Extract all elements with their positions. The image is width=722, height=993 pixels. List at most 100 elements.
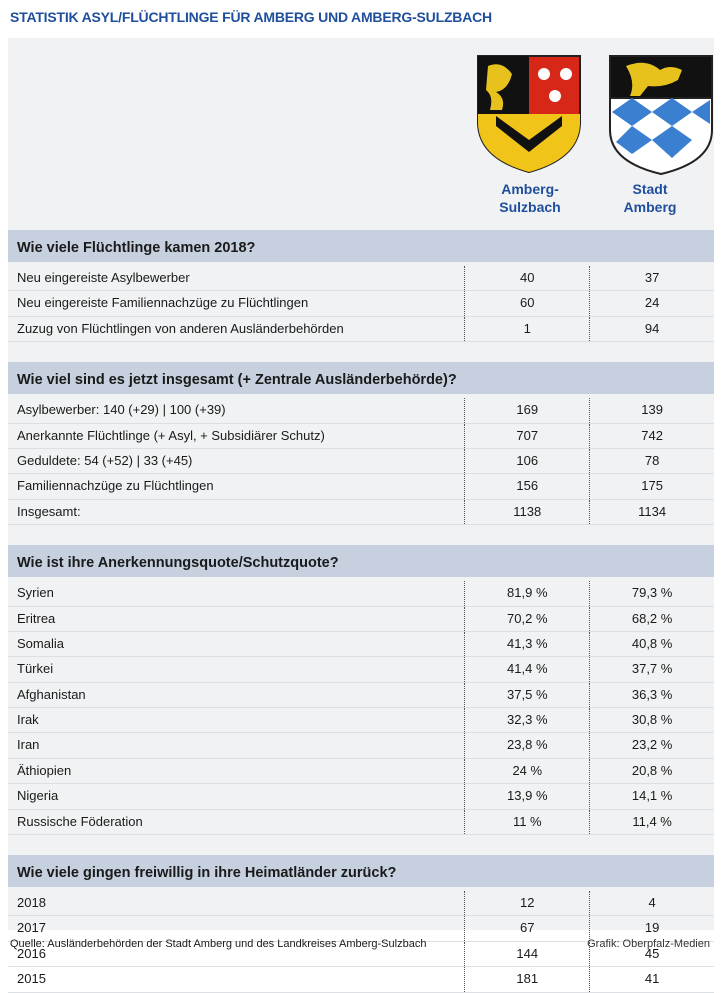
cell-value: 78 xyxy=(644,452,660,468)
cell-value: 23,2 % xyxy=(631,737,673,753)
cell-value: 37,5 % xyxy=(465,682,591,708)
table-row: Somalia 41,3 % 40,8 % xyxy=(8,631,714,658)
table-row: Russische Föderation 11 % 11,4 % xyxy=(8,809,714,836)
source: Quelle: Ausländerbehörden der Stadt Ambe… xyxy=(10,938,427,950)
row-label: Familiennachzüge zu Flüchtlingen xyxy=(8,474,466,499)
row-label: Afghanistan xyxy=(8,682,466,708)
cell-value: 94 xyxy=(644,320,660,336)
table-row: Äthiopien 24 % 20,8 % xyxy=(8,758,714,785)
row-label: Syrien xyxy=(8,581,466,606)
table-panel: Amberg-Sulzbach Stadt Amberg Wie viele F… xyxy=(8,38,714,993)
cell-value: 4 xyxy=(648,895,656,911)
cell-value: 169 xyxy=(465,398,591,423)
cell-value: 707 xyxy=(465,423,591,448)
table-row: Familiennachzüge zu Flüchtlingen 156 175 xyxy=(8,474,714,500)
table-row: Insgesamt: 1138 1134 xyxy=(8,499,714,526)
title: STATISTIK ASYL/FLÜCHTLINGE FÜR AMBERG UN… xyxy=(10,9,492,25)
table-row: Geduldete: 54 (+52) | 33 (+45) 106 78 xyxy=(8,448,714,475)
row-label: Neu eingereiste Familiennachzüge zu Flüc… xyxy=(8,291,466,316)
row-label: Nigeria xyxy=(8,784,466,809)
row-label: Türkei xyxy=(8,657,466,682)
row-label: Iran xyxy=(8,733,466,758)
cell-value: 1 xyxy=(465,316,591,342)
row-label: Irak xyxy=(8,708,466,733)
row-label: 2015 xyxy=(8,967,466,992)
cell-value: 106 xyxy=(465,448,591,474)
cell-value: 175 xyxy=(641,478,663,494)
table-row: 2018 12 4 xyxy=(8,891,714,917)
cell-value: 12 xyxy=(465,891,591,916)
cell-value: 40 xyxy=(465,266,591,291)
chevron xyxy=(496,116,562,152)
cell-value: 41,4 % xyxy=(465,657,591,682)
table-row: Syrien 81,9 % 79,3 % xyxy=(8,581,714,607)
rhombs xyxy=(612,98,710,158)
coats-of-arms xyxy=(477,55,713,176)
table-row: Asylbewerber: 140 (+29) | 100 (+39) 169 13… xyxy=(8,398,714,424)
cell-value: 11,4 % xyxy=(632,813,672,829)
cell-value: 14,1 % xyxy=(631,788,673,804)
lion xyxy=(486,64,512,110)
cell-value: 32,3 % xyxy=(465,708,591,733)
section-heading: Wie ist ihre Anerkennungsquote/Schutzquo… xyxy=(8,545,714,578)
section-heading: Wie viele Flüchtlinge kamen 2018? xyxy=(8,230,714,262)
row-label: 2017 xyxy=(8,916,466,941)
sections: Wie viele Flüchtlinge kamen 2018? Neu ein… xyxy=(8,230,714,993)
table-row: 2015 181 41 xyxy=(8,967,714,993)
table-row: Zuzug von Flüchtlingen von anderen Auslä… xyxy=(8,316,714,343)
table-row: Nigeria 13,9 % 14,1 % xyxy=(8,784,714,810)
row-label: Eritrea xyxy=(8,606,466,631)
lion xyxy=(626,62,682,96)
row-label: Anerkannte Flüchtlinge (+ Asyl, + Subsid… xyxy=(8,423,466,448)
cell-value: 139 xyxy=(641,402,663,418)
cell-value: 20,8 % xyxy=(631,762,673,778)
cell-value: 1134 xyxy=(638,503,667,519)
table-row: Eritrea 70,2 % 68,2 % xyxy=(8,606,714,632)
table-row: 2017 67 19 xyxy=(8,916,714,942)
cell-value: 30,8 % xyxy=(631,712,673,728)
row-label: Äthiopien xyxy=(8,758,466,784)
section-heading: Wie viele gingen freiwillig in ihre Heim… xyxy=(8,855,714,888)
row-label: 2016 xyxy=(8,941,466,967)
table-row: Iran 23,8 % 23,2 % xyxy=(8,733,714,759)
credit: Grafik: Oberpfalz-Medien xyxy=(587,938,710,950)
cell-value: 11 % xyxy=(465,809,591,835)
table-row: Türkei 41,4 % 37,7 % xyxy=(8,657,714,683)
column-header: Amberg-Sulzbach xyxy=(499,181,561,215)
cell-value: 36,3 % xyxy=(631,686,673,702)
cell-value: 24 % xyxy=(465,758,591,784)
table-row: Afghanistan 37,5 % 36,3 % xyxy=(8,682,714,709)
row-label: Insgesamt: xyxy=(8,499,466,525)
cell-value: 68,2 % xyxy=(631,610,673,626)
row-label: Neu eingereiste Asylbewerber xyxy=(8,266,466,291)
cell-value: 45 xyxy=(644,945,660,961)
section-body: Syrien 81,9 % 79,3 % Eritrea 70,2 % 68,2 % Som… xyxy=(8,577,714,836)
page: STATISTIK ASYL/FLÜCHTLINGE FÜR AMBERG UN… xyxy=(8,9,714,993)
cell-value: 19 xyxy=(644,920,660,936)
row-label: Asylbewerber: 140 (+29) | 100 (+39) xyxy=(8,398,466,423)
cell-value: 41,3 % xyxy=(465,631,591,657)
table-row: Anerkannte Flüchtlinge (+ Asyl, + Subsid… xyxy=(8,423,714,449)
cell-value: 79,3 % xyxy=(631,585,673,601)
column-header: Stadt Amberg xyxy=(623,181,677,215)
cell-value: 13,9 % xyxy=(465,784,591,809)
cell-value: 37,7 % xyxy=(631,661,673,677)
cell-value: 144 xyxy=(465,941,591,967)
section-heading: Wie viel sind es jetzt insgesamt (+ Zent… xyxy=(8,362,714,395)
cell-value: 156 xyxy=(465,474,591,499)
cell-value: 37 xyxy=(644,270,660,285)
cell-value: 24 xyxy=(644,295,660,311)
table-row: Neu eingereiste Asylbewerber 40 37 xyxy=(8,266,714,292)
row-label: Geduldete: 54 (+52) | 33 (+45) xyxy=(8,448,466,474)
cell-value: 23,8 % xyxy=(465,733,591,758)
row-label: 2018 xyxy=(8,891,466,916)
table-row: Neu eingereiste Familiennachzüge zu Flüc… xyxy=(8,291,714,317)
cell-value: 67 xyxy=(465,916,591,941)
cell-value: 40,8 % xyxy=(631,635,673,651)
cell-value: 1138 xyxy=(465,499,591,525)
cell-value: 60 xyxy=(465,291,591,316)
cell-value: 41 xyxy=(644,971,660,987)
cell-value: 70,2 % xyxy=(465,606,591,631)
row-label: Zuzug von Flüchtlingen von anderen Auslä… xyxy=(8,316,466,342)
row-label: Somalia xyxy=(8,631,466,657)
